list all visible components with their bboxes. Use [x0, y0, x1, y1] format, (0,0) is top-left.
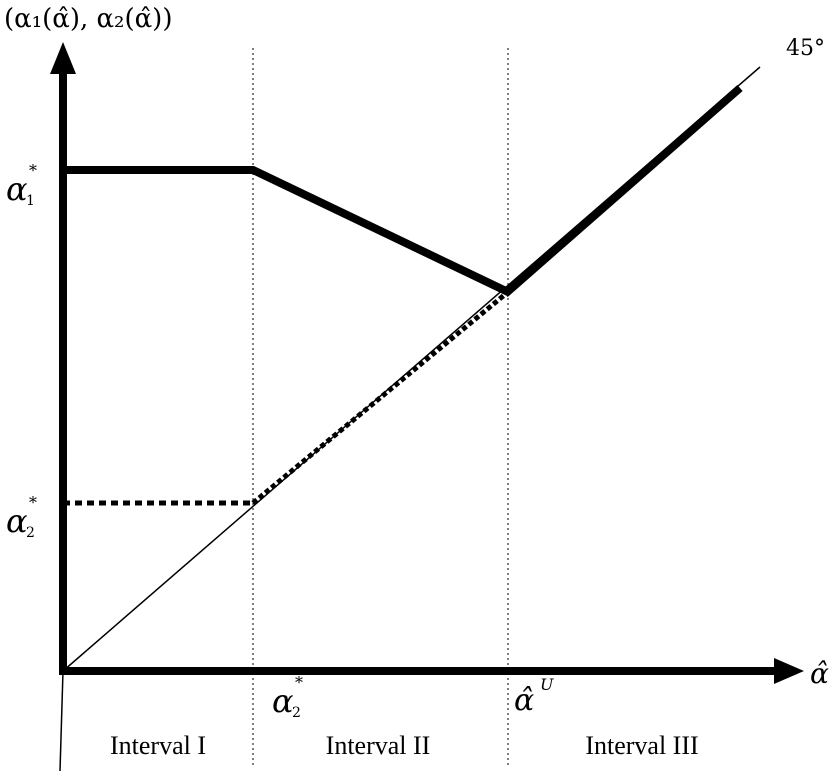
y-axis-label: (α₁(α̂), α₂(α̂)): [4, 4, 172, 34]
svg-text:α: α: [6, 170, 28, 208]
upper-diagonal-segment: [502, 84, 743, 298]
svg-text:α̂: α̂: [514, 683, 534, 718]
svg-text:*: *: [29, 161, 37, 180]
y-tick-alpha2: α 2 *: [6, 493, 37, 541]
y-axis-arrowhead: [50, 42, 76, 74]
x-axis-label: α̂: [810, 657, 829, 690]
diagonal-label: 45°: [786, 36, 825, 61]
interval-label-3: Interval III: [585, 731, 698, 760]
origin-tick: [59, 670, 64, 772]
svg-text:2: 2: [26, 525, 35, 541]
alpha2-diagonal-segment: [251, 290, 510, 505]
x-tick-alphaU: α̂ U: [514, 675, 554, 718]
x-tick-alpha2: α 2 *: [272, 673, 303, 721]
svg-text:U: U: [540, 675, 554, 694]
y-tick-alpha1: α 1 *: [6, 161, 37, 209]
svg-text:1: 1: [26, 193, 35, 209]
svg-text:*: *: [295, 673, 303, 692]
interval-label-1: Interval I: [110, 731, 206, 760]
svg-text:α: α: [272, 682, 294, 720]
alpha1-curve: [63, 166, 510, 296]
x-axis-arrowhead: [774, 658, 804, 684]
svg-text:α: α: [6, 502, 28, 540]
svg-text:2: 2: [292, 705, 301, 721]
svg-text:*: *: [29, 493, 37, 512]
interval-label-2: Interval II: [326, 731, 431, 760]
